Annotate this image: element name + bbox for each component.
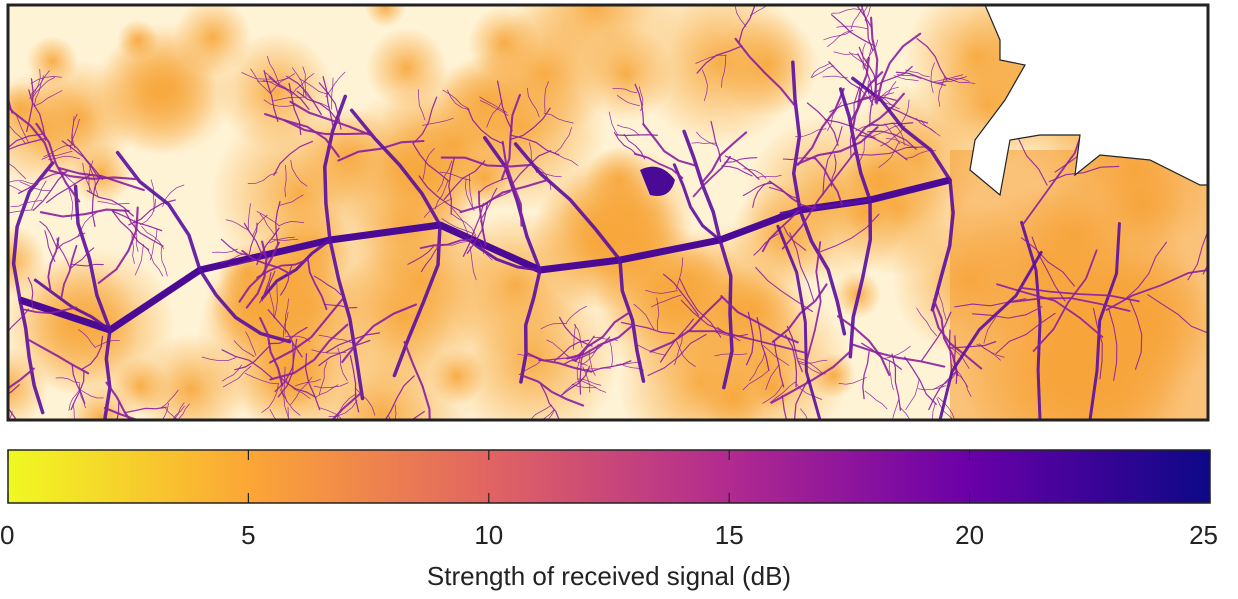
terrain — [468, 7, 541, 80]
colorbar — [8, 450, 1210, 503]
river — [0, 429, 17, 447]
river — [0, 43, 6, 70]
river — [117, 422, 132, 442]
tick-label: 0 — [0, 520, 14, 550]
river — [0, 371, 5, 393]
terrain — [174, 0, 252, 76]
terrain — [371, 119, 481, 229]
tick-label: 10 — [474, 520, 503, 550]
river — [139, 435, 178, 449]
map — [0, 0, 1238, 514]
river — [116, 432, 140, 437]
river — [5, 437, 25, 451]
terrain — [730, 182, 837, 289]
colorbar-label: Strength of received signal (dB) — [427, 561, 791, 591]
river — [163, 427, 182, 443]
tick-label: 20 — [955, 520, 984, 550]
river — [797, 420, 812, 451]
tick-label: 5 — [241, 520, 255, 550]
river — [0, 104, 7, 109]
terrain — [27, 36, 78, 87]
river — [158, 439, 183, 442]
river — [616, 135, 657, 136]
tick-label: 15 — [715, 520, 744, 550]
terrain — [950, 150, 1210, 420]
terrain — [135, 333, 246, 444]
river — [25, 425, 48, 430]
figure: Strength of received signal (dB) 0 5 10 15 2… — [0, 0, 1238, 599]
river — [145, 424, 186, 429]
river — [789, 429, 817, 448]
tick-label: 25 — [1189, 520, 1218, 550]
river — [255, 425, 306, 451]
